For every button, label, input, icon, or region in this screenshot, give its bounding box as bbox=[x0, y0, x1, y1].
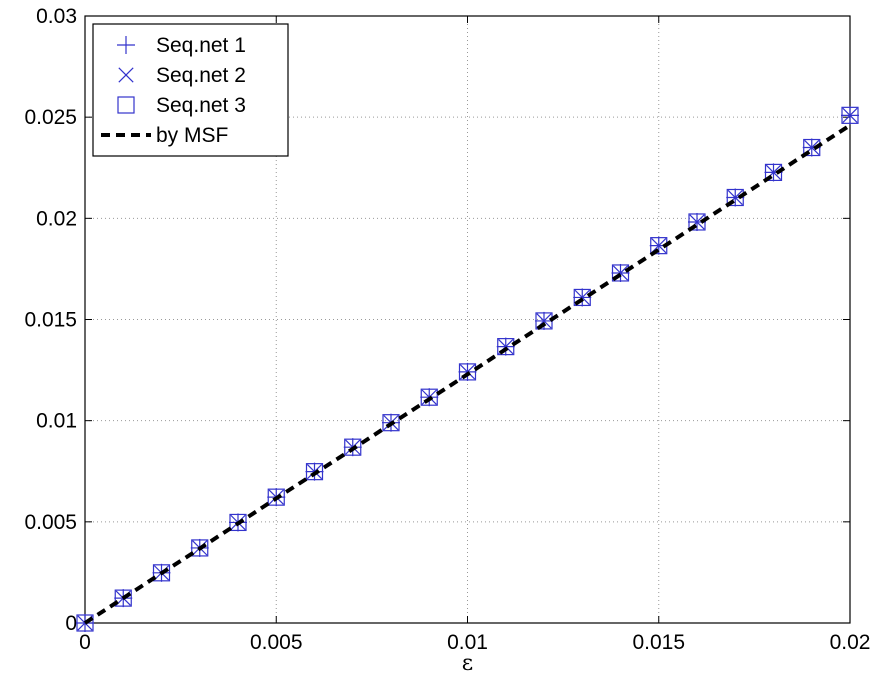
y-tick-label: 0.005 bbox=[24, 511, 77, 534]
data-point bbox=[344, 438, 362, 456]
data-point bbox=[229, 513, 247, 532]
data-point bbox=[611, 264, 630, 282]
data-point bbox=[152, 564, 171, 582]
legend-marker bbox=[117, 96, 135, 114]
data-point bbox=[267, 488, 285, 506]
data-point bbox=[842, 107, 858, 123]
x-axis-label: ε bbox=[462, 651, 473, 676]
ticks bbox=[84, 15, 851, 624]
y-tick-label: 0.02 bbox=[36, 207, 77, 230]
legend-marker bbox=[118, 67, 134, 83]
x-tick-label: 0.005 bbox=[250, 631, 303, 654]
x-tick-label: 0.015 bbox=[632, 631, 685, 654]
legend-label: Seq.net 1 bbox=[156, 34, 246, 57]
legend-label: Seq.net 3 bbox=[156, 94, 246, 117]
data-point bbox=[305, 463, 324, 481]
data-point bbox=[803, 138, 821, 157]
legend-marker bbox=[117, 36, 135, 54]
data-point bbox=[458, 363, 477, 381]
legend: Seq.net 1 Seq.net 2 Seq.net 3 by MSF bbox=[92, 23, 289, 157]
legend-label: by MSF bbox=[156, 124, 228, 147]
data-point bbox=[841, 106, 859, 124]
data-point bbox=[114, 589, 132, 607]
x-tick-label: 0 bbox=[79, 631, 91, 654]
x-tick-label: 0.02 bbox=[830, 631, 871, 654]
data-point bbox=[76, 614, 94, 632]
series-line-by-msf bbox=[83, 123, 852, 625]
data-point bbox=[191, 539, 209, 557]
data-point bbox=[764, 163, 783, 182]
y-tick-label: 0.01 bbox=[36, 410, 77, 433]
tick-labels: 0 0.005 0.01 0.015 0.02 0 0.005 0.01 0.015 0.02 0.… bbox=[24, 5, 870, 654]
data-point bbox=[573, 288, 591, 307]
data-point bbox=[726, 188, 744, 207]
data-point bbox=[497, 338, 515, 356]
data-point bbox=[382, 414, 400, 432]
y-tick-label: 0.025 bbox=[24, 106, 77, 129]
legend-box bbox=[92, 23, 289, 157]
y-tick-label: 0.03 bbox=[36, 5, 77, 28]
y-tick-label: 0 bbox=[65, 612, 77, 635]
x-tick-label: 0.01 bbox=[447, 631, 488, 654]
data-point bbox=[420, 388, 438, 406]
series-layer bbox=[76, 106, 859, 632]
y-tick-label: 0.015 bbox=[24, 309, 77, 332]
legend-label: Seq.net 2 bbox=[156, 64, 246, 87]
